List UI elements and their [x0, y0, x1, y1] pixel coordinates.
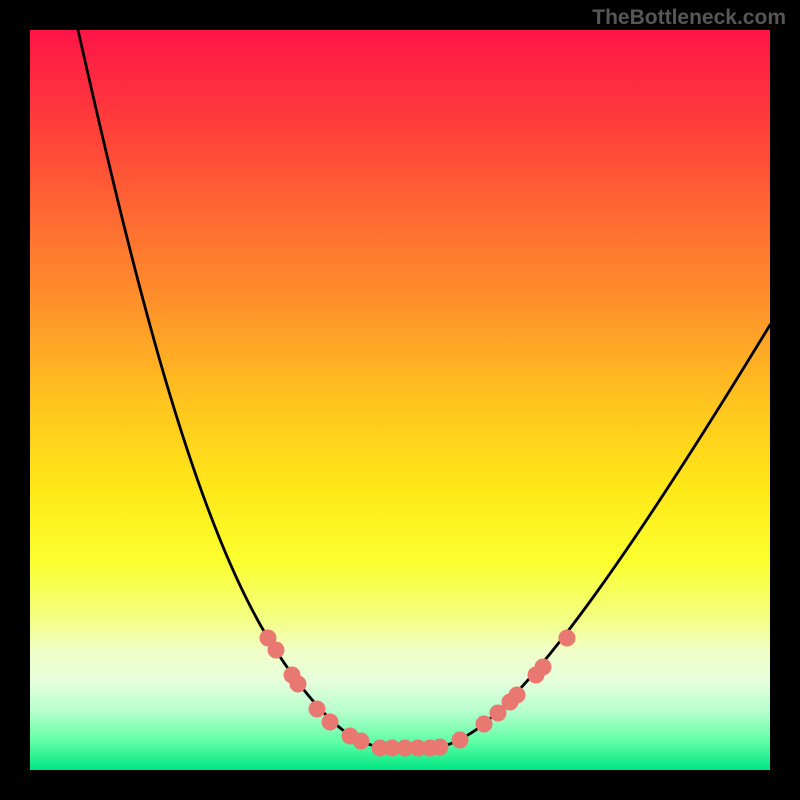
chart-plot-area	[30, 30, 770, 770]
chart-curves-layer	[30, 30, 770, 770]
watermark-text: TheBottleneck.com	[592, 6, 786, 30]
